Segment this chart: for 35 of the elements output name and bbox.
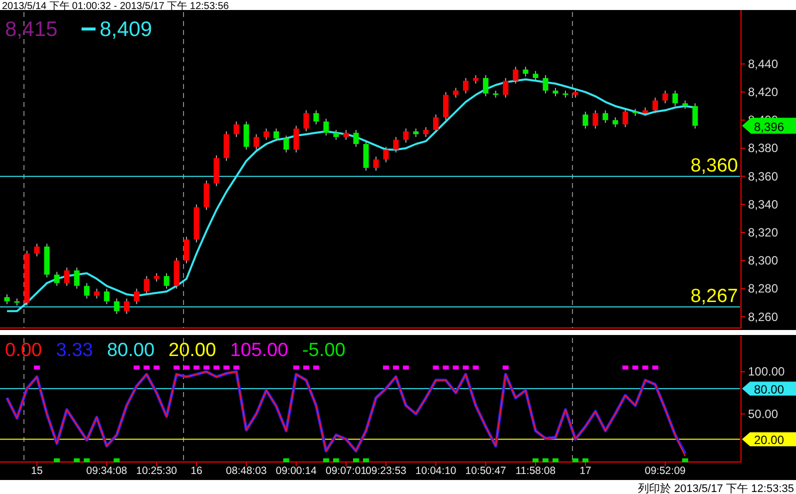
x-tick-label: 08:48:03 [226,465,267,477]
x-tick-label: 11:58:08 [516,465,556,477]
y-tick-label: 8,340 [748,197,778,212]
chart-title: 2013/5/14 下午 01:00:32 - 2013/5/17 下午 12:53:56 [2,0,230,12]
annotation: 8,415 [5,18,58,41]
x-tick-label: 10:04:10 [415,465,456,477]
x-tick-label: 10:25:30 [136,465,178,477]
y-tick-label: 8,380 [748,141,778,156]
x-tick-label: 09:07:01 [326,465,367,477]
x-tick-label: 16 [190,465,202,477]
x-tick-label: 17 [580,465,592,477]
legend: 8,415 8,409 [5,18,152,41]
ref-line-label: 8,267 [690,286,738,307]
x-tick-label: 15 [31,465,43,477]
ref-line-label: 8,360 [690,155,738,176]
ref-line-label: 80.00 [754,382,784,397]
x-tick-label: 09:52:09 [644,465,686,477]
y-tick-label: 8,300 [748,254,778,268]
y-tick-label: 8,360 [748,169,778,184]
y-tick-label: 50.00 [748,406,778,421]
legend: 0.00 3.33 80.00 20.00 105.00 -5.00 [5,340,346,361]
x-tick-label: 09:34:08 [86,465,128,477]
x-tick-label: 09:00:14 [276,465,317,477]
text: 列印於 2013/5/17 下午 12:53:35 [638,482,794,494]
y-tick-label: 8,280 [748,282,778,296]
y-tick-label: 100.00 [748,364,786,379]
x-tick-label: 10:50:47 [465,465,506,477]
y-tick-label: 8,420 [748,85,778,100]
y-tick-label: 8,260 [748,310,778,324]
y-tick-label: 8,320 [748,226,778,240]
x-tick-label: 09:23:53 [366,465,407,477]
text: 8,396 [754,120,784,134]
legend-label: 8,409 [100,18,152,41]
ref-line-label: 20.00 [754,433,784,448]
y-tick-label: 8,440 [748,56,778,71]
